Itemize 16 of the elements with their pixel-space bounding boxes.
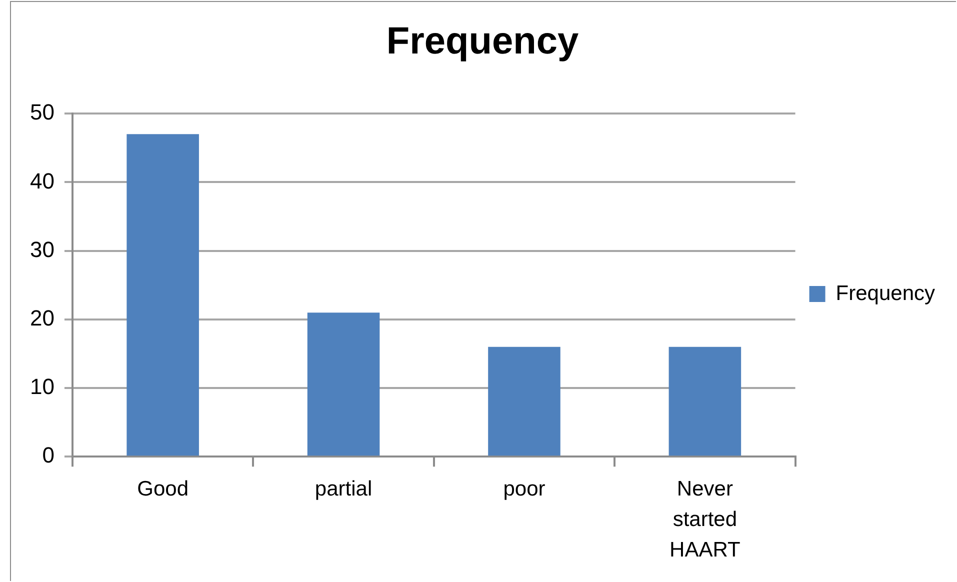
y-tick-label: 40 (30, 168, 54, 194)
y-tick-label: 0 (42, 442, 54, 468)
x-tick-label: Good (137, 478, 189, 501)
bar (488, 346, 560, 456)
bar (307, 312, 380, 456)
y-tick-label: 30 (30, 236, 54, 262)
legend-label: Frequency (836, 282, 936, 305)
y-tick-label: 10 (30, 374, 54, 400)
x-tick-label: Never started HAART (670, 478, 740, 562)
bar (126, 134, 199, 456)
y-tick-label: 20 (30, 305, 54, 330)
bar (668, 346, 742, 456)
chart-title: Frequency (386, 20, 579, 62)
y-tick-label: 50 (30, 100, 54, 125)
x-tick-label: partial (314, 478, 372, 501)
x-tick-label: poor (503, 478, 546, 501)
